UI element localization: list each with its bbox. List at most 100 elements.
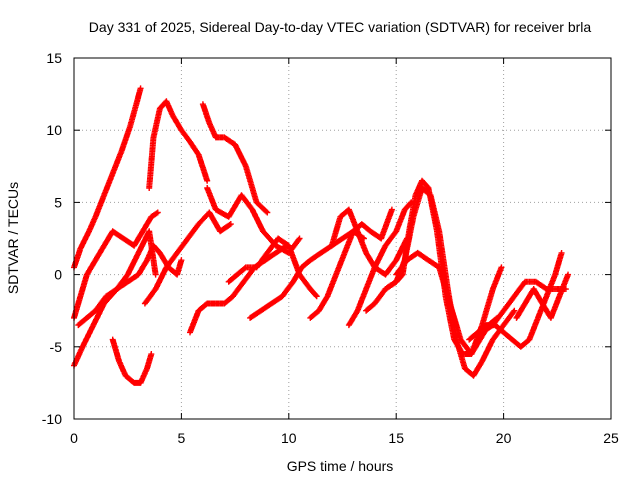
y-tick-label: 0: [54, 267, 62, 283]
data-point-run: [234, 265, 248, 278]
data-point-run: [262, 250, 278, 264]
data-point: [558, 249, 565, 256]
x-tick-label: 15: [388, 430, 404, 446]
data-point-run: [500, 294, 517, 314]
data-point-run: [79, 323, 96, 350]
data-point-run: [410, 186, 425, 220]
data-point-run: [212, 206, 231, 220]
data-point-run: [358, 221, 373, 234]
series-track-5: [71, 209, 161, 321]
plot-frame: [73, 57, 612, 420]
data-point-run: [328, 215, 343, 249]
x-tick-label: 5: [178, 430, 186, 446]
data-point-run: [114, 279, 130, 292]
data-point-run: [150, 242, 162, 255]
data-point-run: [253, 199, 270, 215]
data-point-run: [500, 329, 515, 342]
data-point-run: [146, 136, 157, 191]
data-point-run: [221, 294, 235, 307]
y-tick-label: -10: [42, 411, 62, 427]
data-point-run: [92, 244, 107, 264]
data-point-run: [341, 229, 356, 256]
data-point-run: [446, 300, 464, 342]
data-point-run: [257, 301, 274, 314]
y-tick-label: 10: [46, 122, 62, 138]
data-point-run: [122, 372, 137, 385]
data-point-run: [109, 336, 122, 363]
grid: [74, 58, 611, 419]
data-point-run: [474, 323, 489, 336]
data-point-run: [124, 251, 141, 278]
data-point-run: [371, 287, 388, 307]
data-point: [178, 257, 185, 264]
chart-title: Day 331 of 2025, Sidereal Day-to-day VTE…: [89, 19, 592, 35]
data-point-run: [144, 244, 156, 264]
data-point: [148, 351, 155, 358]
data-point-run: [103, 286, 119, 300]
x-tick-label: 25: [603, 430, 619, 446]
series-track-6: [71, 228, 159, 369]
data-point-run: [436, 264, 453, 305]
x-tick-label: 0: [70, 430, 78, 446]
data-point-run: [131, 229, 145, 249]
data-point-run: [324, 273, 339, 300]
data-point-run: [436, 228, 451, 291]
data-point-run: [90, 301, 107, 329]
data-point-run: [279, 280, 296, 300]
data-point-run: [184, 222, 201, 242]
y-tick-label: 5: [54, 194, 62, 210]
data-point-run: [139, 215, 154, 235]
data-marks: [71, 85, 572, 386]
data-point-run: [135, 258, 150, 278]
series-track-9: [141, 209, 234, 307]
data-point-run: [354, 287, 369, 314]
data-point-run: [363, 265, 378, 292]
data-point: [154, 209, 161, 216]
data-point-run: [345, 309, 360, 329]
data-point-run: [479, 322, 495, 336]
data-point: [511, 307, 518, 314]
data-point-run: [118, 125, 133, 155]
data-point-run: [393, 258, 409, 278]
data-point-run: [238, 192, 255, 212]
x-tick-label: 20: [496, 430, 512, 446]
data-point-run: [419, 185, 433, 198]
data-point-run: [174, 258, 184, 278]
data-point-run: [187, 309, 201, 336]
data-point-run: [552, 251, 565, 278]
data-point-run: [315, 294, 330, 314]
series-track-3: [199, 101, 271, 216]
data-point-run: [75, 315, 89, 329]
series-track-13: [307, 206, 395, 321]
data-point-run: [221, 134, 237, 147]
data-point-run: [298, 258, 313, 271]
data-point-run: [290, 265, 304, 285]
data-point-run: [378, 208, 395, 242]
data-point-run: [242, 163, 260, 204]
data-point-run: [401, 200, 414, 213]
data-point-run: [101, 172, 116, 199]
data-point-run: [530, 286, 545, 306]
data-point-run: [479, 287, 496, 329]
data-point-run: [148, 210, 160, 220]
data-point-run: [169, 112, 184, 132]
data-point-run: [272, 243, 289, 256]
data-point-run: [253, 251, 270, 271]
data-point-run: [419, 177, 431, 190]
data-point-run: [489, 308, 506, 329]
data-point-run: [77, 273, 90, 300]
data-point-run: [83, 308, 98, 321]
data-point-run: [247, 308, 263, 321]
data-point-run: [517, 337, 532, 350]
data-point-run: [470, 359, 485, 379]
data-point-run: [178, 127, 192, 144]
data-point: [313, 293, 320, 300]
data-point-run: [333, 251, 348, 278]
data-point-run: [513, 301, 528, 321]
data-point-run: [466, 330, 480, 343]
data-point-run: [307, 250, 323, 264]
data-point-run: [268, 294, 285, 307]
data-point-run: [152, 265, 169, 292]
data-point: [137, 85, 144, 92]
data-point-run: [345, 206, 360, 233]
